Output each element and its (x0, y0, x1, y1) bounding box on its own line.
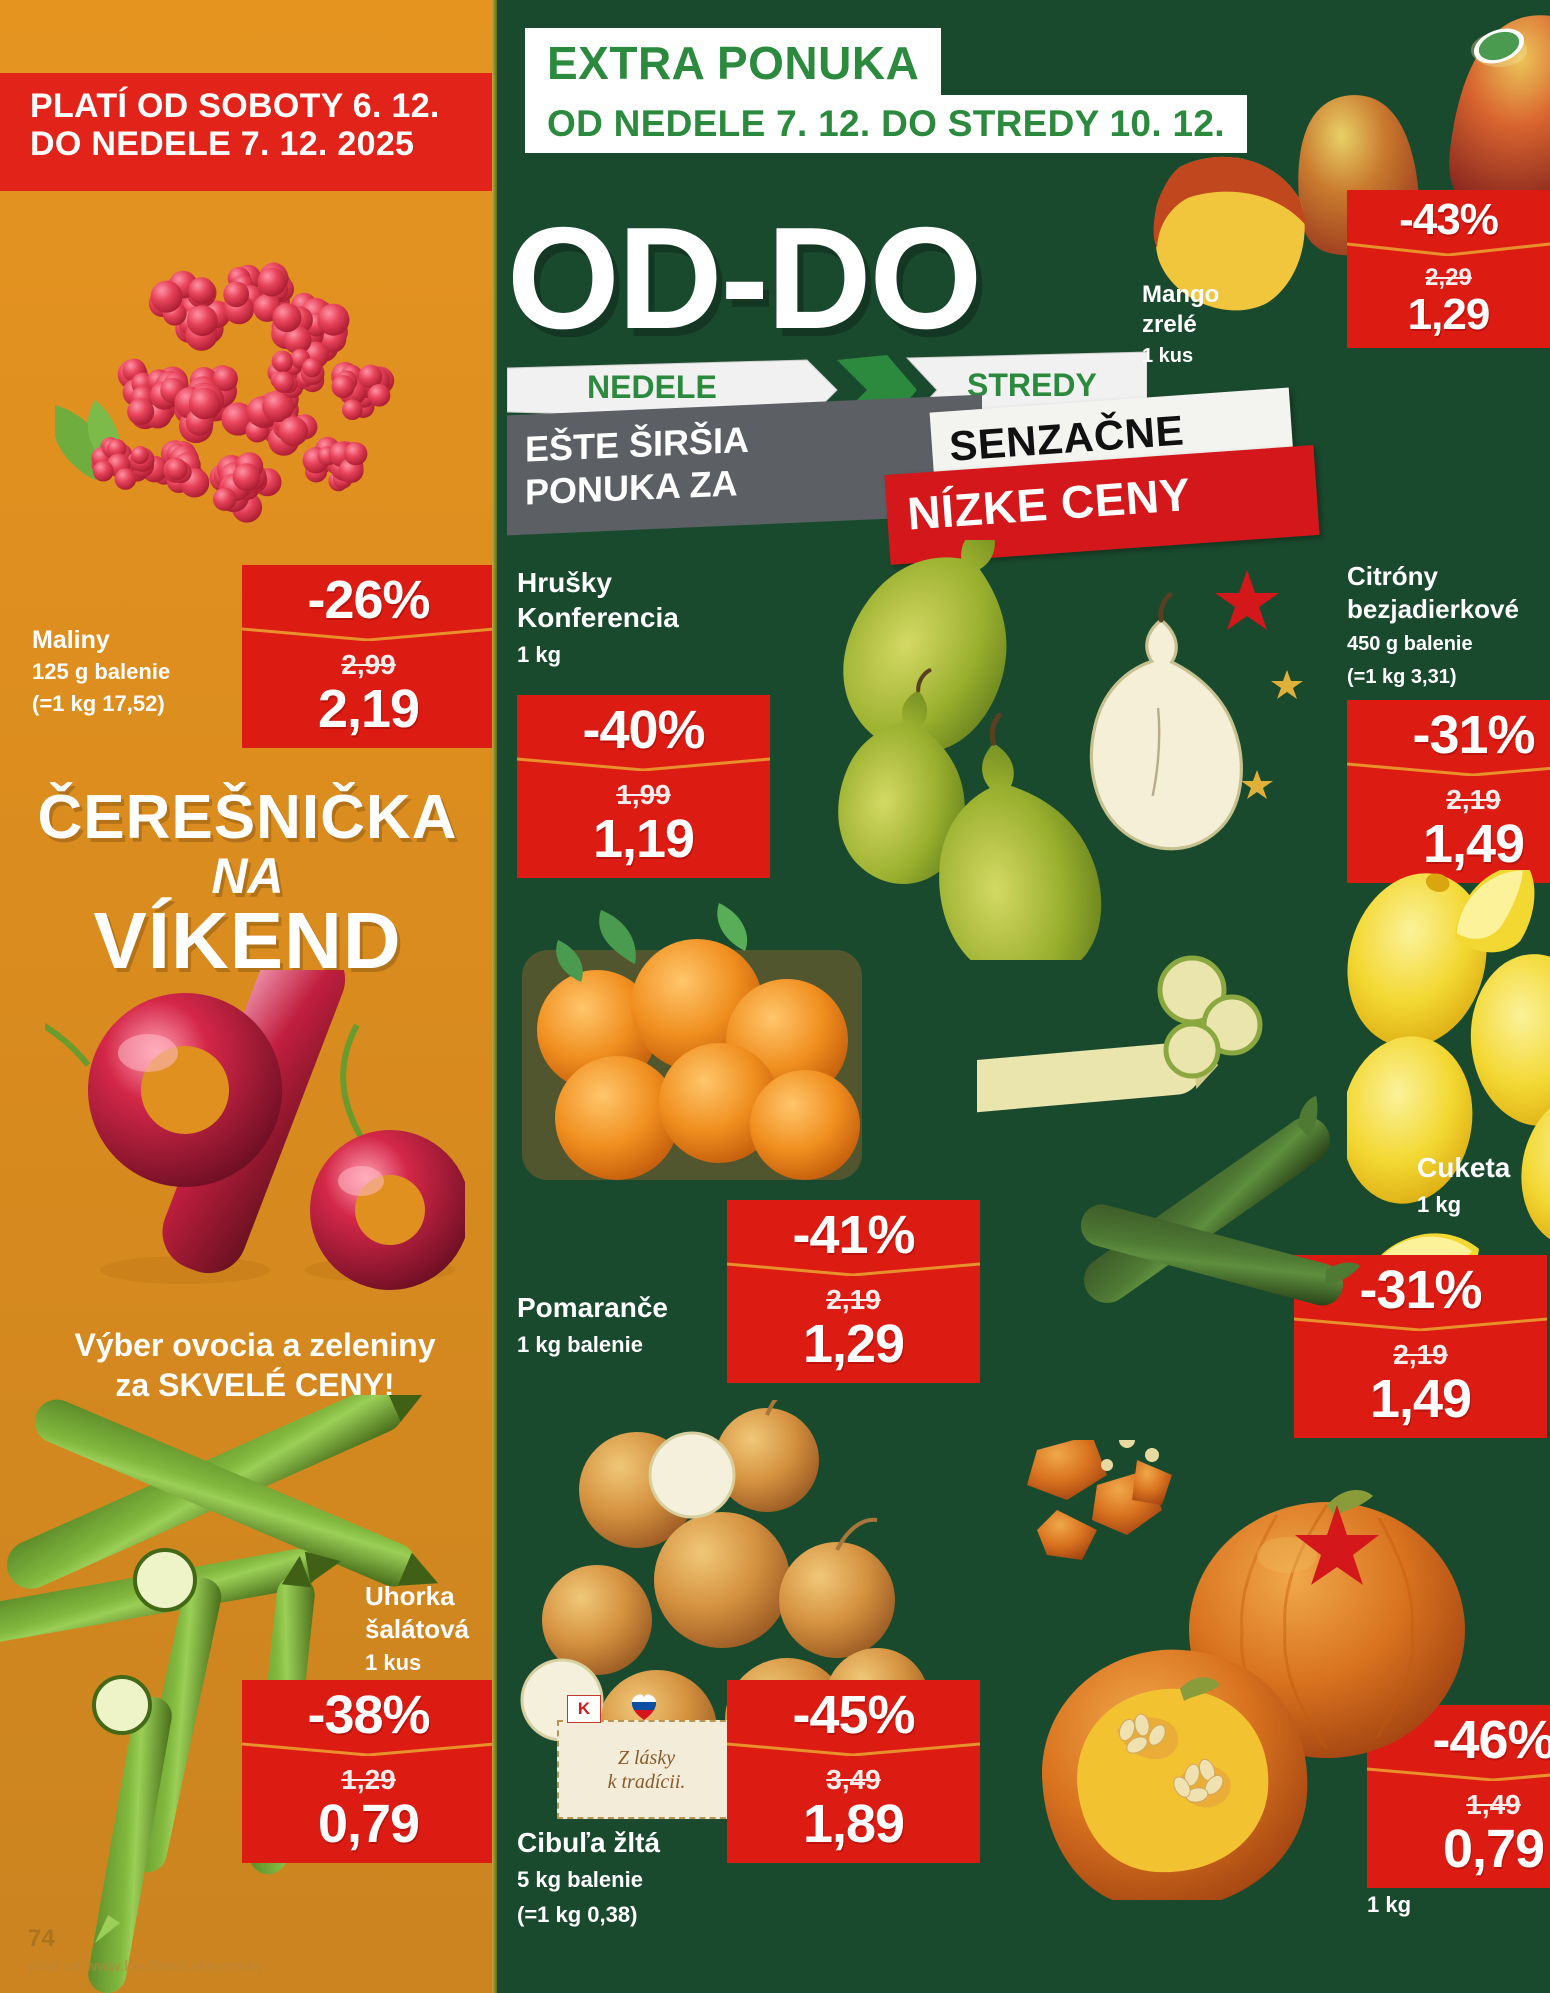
svg-text:STREDY: STREDY (967, 367, 1097, 403)
svg-text:NEDELE: NEDELE (587, 369, 717, 405)
